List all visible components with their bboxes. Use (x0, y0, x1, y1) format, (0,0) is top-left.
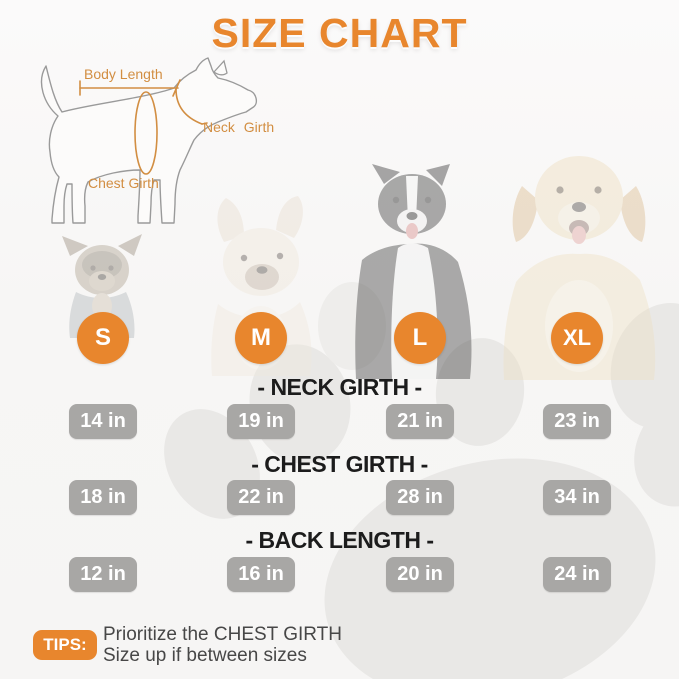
section-header-chest-girth: - CHEST GIRTH - (251, 451, 428, 477)
chest-girth-label: Chest Girth (88, 175, 159, 191)
size-badge-l: L (394, 312, 446, 364)
back-length-value-s: 12 in (69, 557, 137, 592)
tips-badge: TIPS: (33, 630, 97, 660)
tips-line-2: Size up if between sizes (103, 645, 307, 666)
section-header-back-length: - BACK LENGTH - (245, 527, 434, 553)
neck-girth-value-xl: 23 in (543, 404, 611, 439)
chest-girth-value-l: 28 in (386, 480, 454, 515)
neck-girth-value-m: 19 in (227, 404, 295, 439)
tips-line-1: Prioritize the CHEST GIRTH (103, 624, 342, 645)
tips-text: Prioritize the CHEST GIRTH Size up if be… (103, 624, 342, 666)
page-title: SIZE CHART (211, 10, 468, 56)
neck-girth-value-s: 14 in (69, 404, 137, 439)
section-header-neck-girth: - NECK GIRTH - (257, 374, 422, 400)
size-badge-xl: XL (551, 312, 603, 364)
neck-girth-label: Neck Girth (203, 119, 275, 135)
size-badge-m: M (235, 312, 287, 364)
back-length-value-m: 16 in (227, 557, 295, 592)
dog-measurement-diagram (40, 57, 258, 224)
chest-girth-value-s: 18 in (69, 480, 137, 515)
chest-girth-value-xl: 34 in (543, 480, 611, 515)
chest-girth-value-m: 22 in (227, 480, 295, 515)
back-length-value-l: 20 in (386, 557, 454, 592)
body-length-label: Body Length (84, 66, 163, 82)
size-badge-s: S (77, 312, 129, 364)
back-length-value-xl: 24 in (543, 557, 611, 592)
neck-girth-value-l: 21 in (386, 404, 454, 439)
